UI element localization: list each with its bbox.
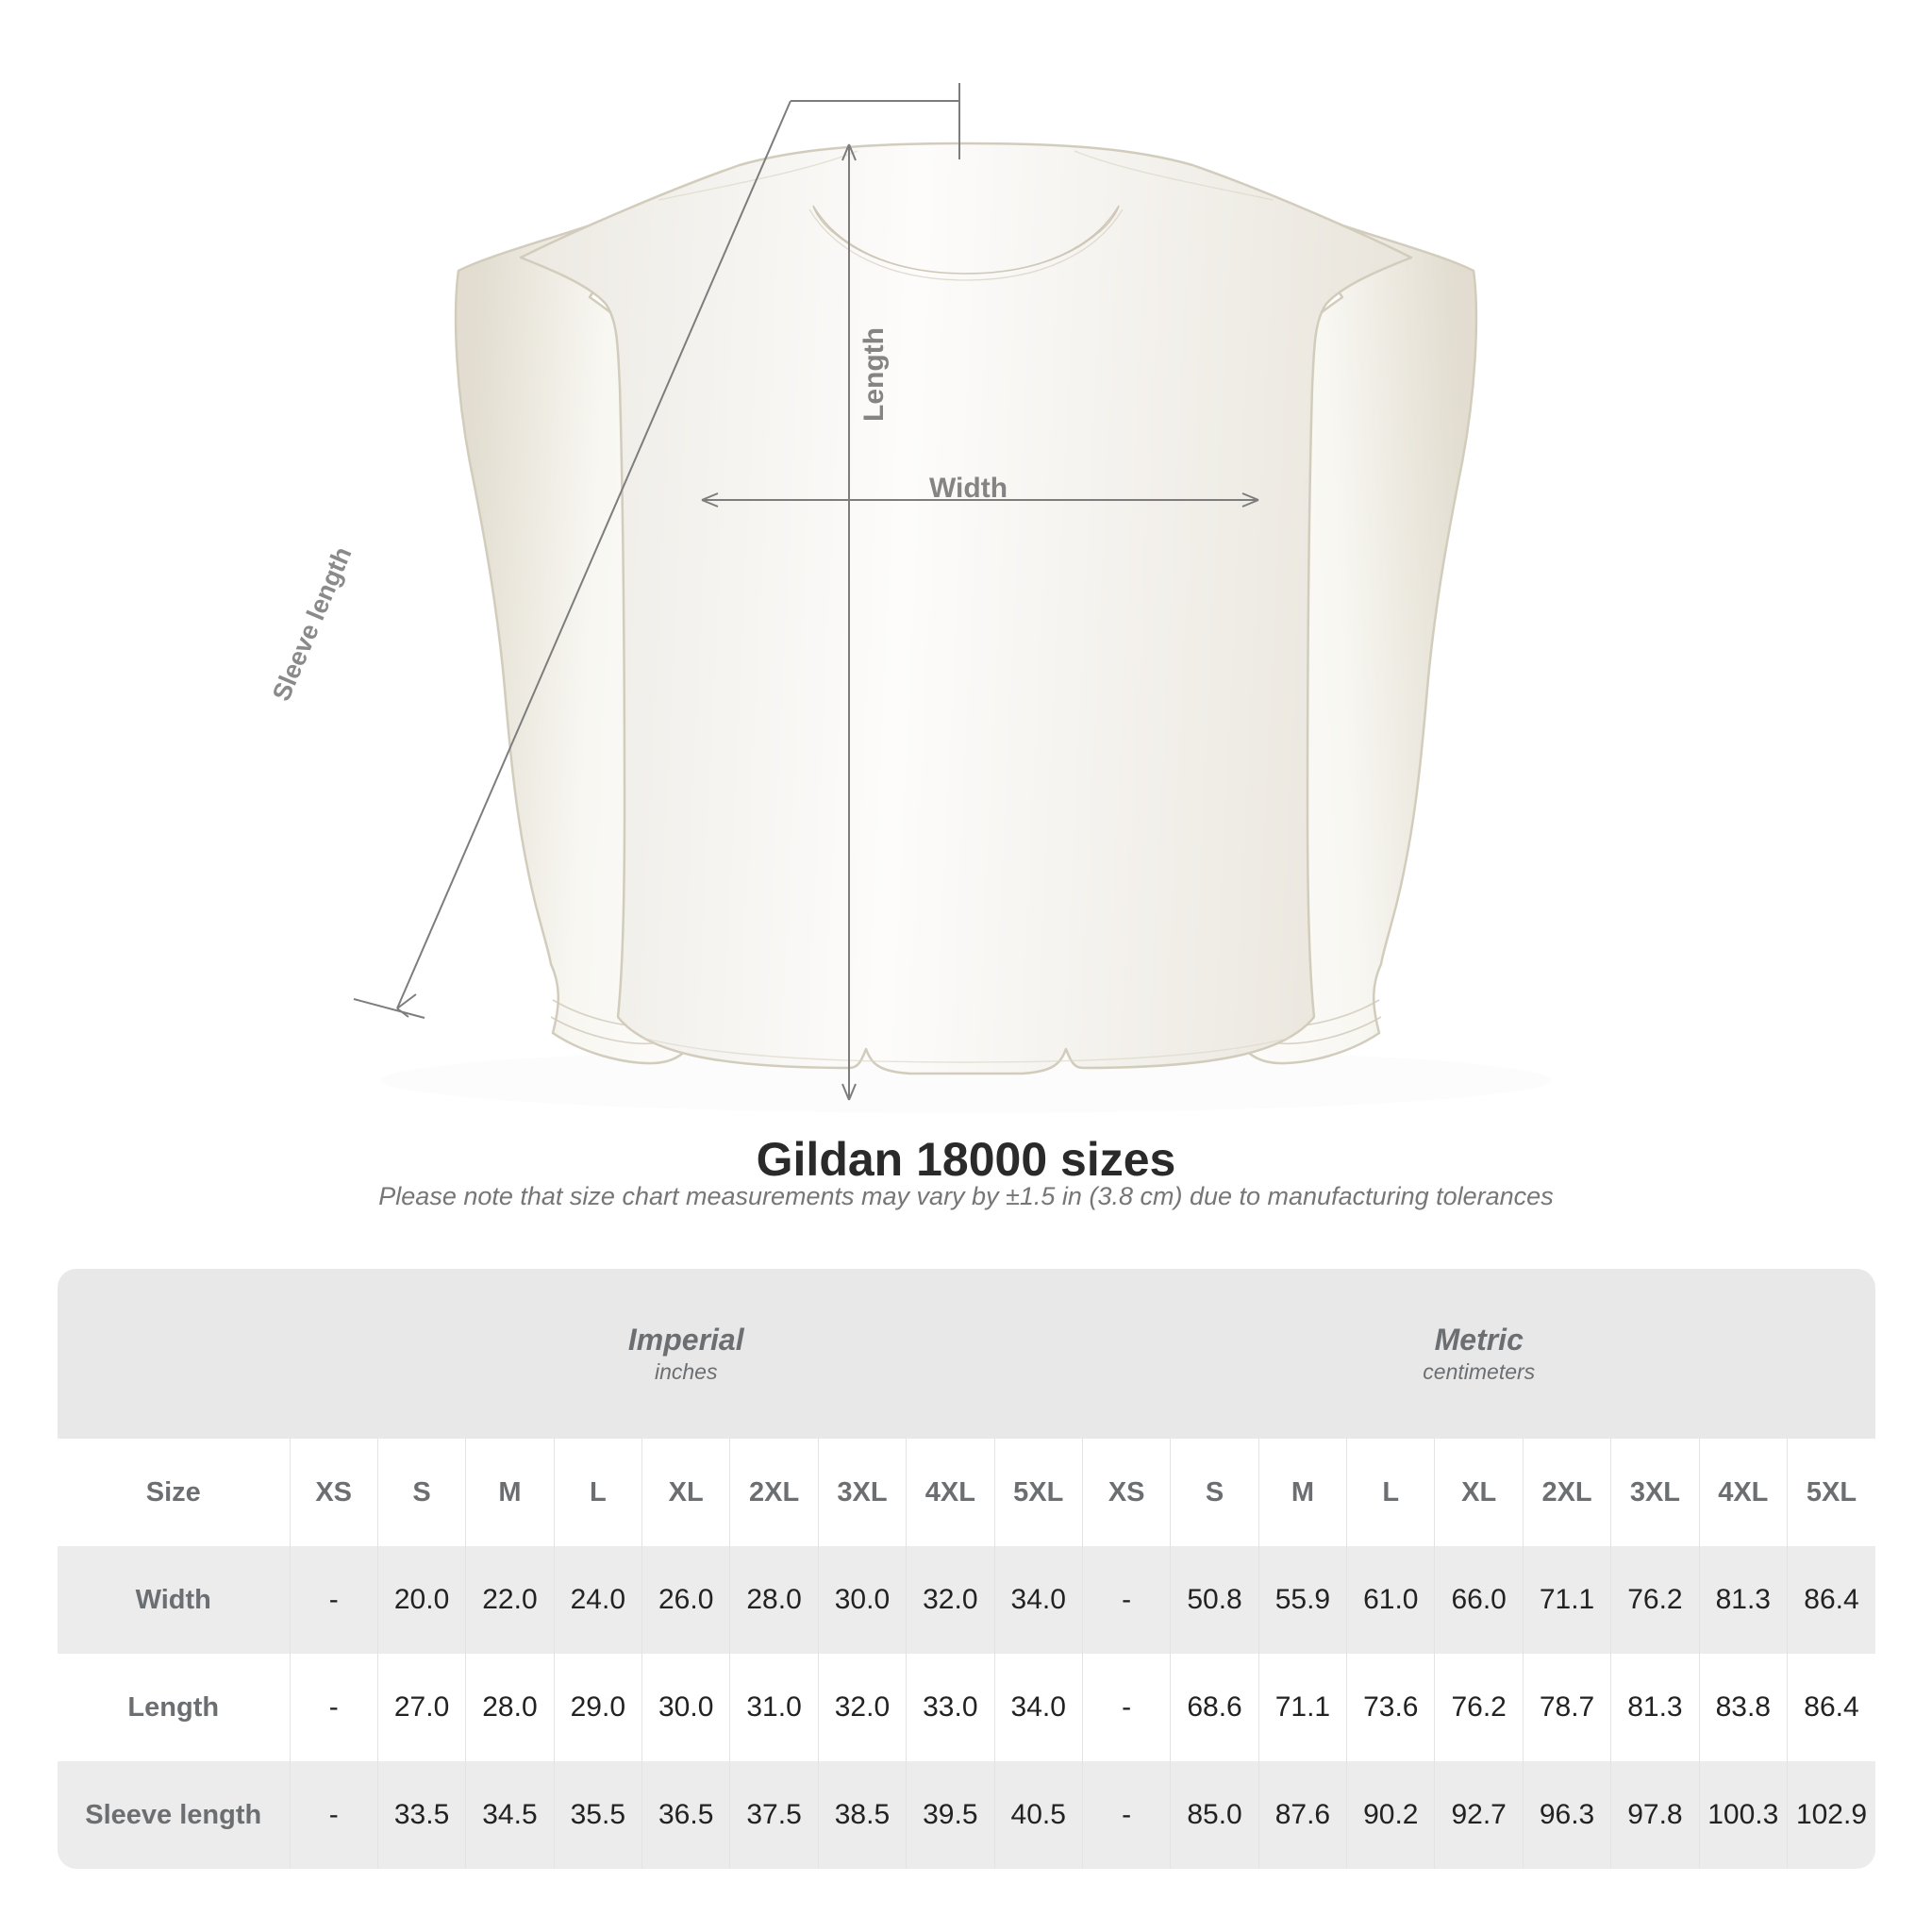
svg-text:Width: Width <box>929 473 1008 504</box>
svg-text:Length: Length <box>858 327 890 422</box>
svg-text:Sleeve length: Sleeve length <box>267 542 358 705</box>
